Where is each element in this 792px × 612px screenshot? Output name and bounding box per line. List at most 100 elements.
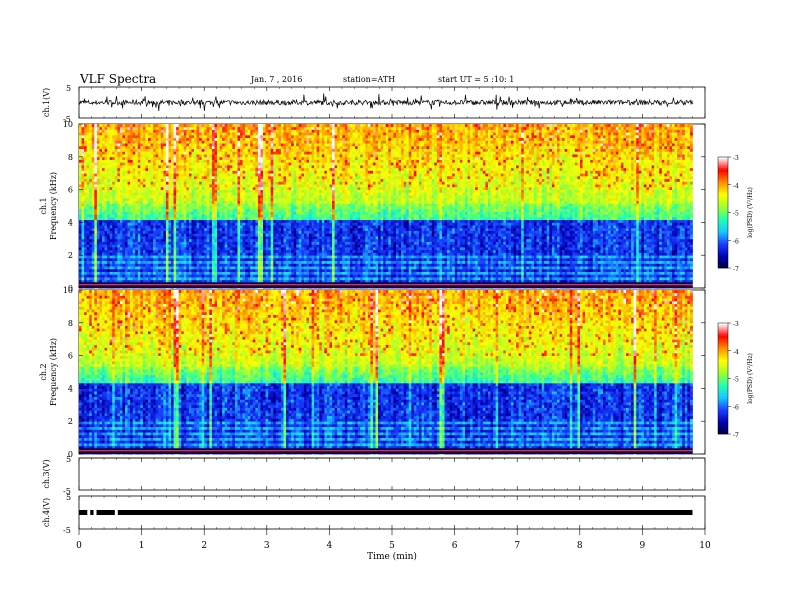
spectrogram-cell: [128, 168, 131, 171]
spectrogram-cell: [153, 217, 156, 220]
spectrogram-cell: [220, 154, 223, 157]
spectrogram-cell: [163, 250, 166, 253]
spectrogram-cell: [179, 217, 182, 220]
spectrogram-cell: [148, 135, 151, 138]
spectrogram-cell: [214, 176, 217, 179]
spectrogram-cell: [273, 252, 276, 255]
spectrogram-cell: [194, 170, 197, 173]
spectrogram-cell: [268, 127, 271, 130]
spectrogram-cell: [212, 239, 215, 242]
spectrogram-cell: [237, 201, 240, 204]
spectrogram-cell: [97, 261, 100, 264]
spectrogram-cell: [97, 129, 100, 132]
spectrogram-cell: [117, 154, 120, 157]
spectrogram-cell: [133, 192, 136, 195]
spectrogram-cell: [253, 187, 256, 190]
spectrogram-cell: [120, 157, 123, 160]
spectrogram-cell: [166, 140, 169, 143]
spectrogram-cell: [227, 143, 230, 146]
spectrogram-cell: [102, 195, 105, 198]
spectrogram-cell: [145, 143, 148, 146]
spectrogram-cell: [82, 162, 85, 165]
spectrogram-cell: [97, 173, 100, 176]
spectrogram-cell: [130, 198, 133, 201]
spectrogram-cell: [207, 217, 210, 220]
spectrogram-cell: [189, 135, 192, 138]
spectrogram-cell: [197, 206, 200, 209]
spectrogram-cell: [268, 228, 271, 231]
spectrogram-cell: [266, 263, 269, 266]
spectrogram-cell: [258, 261, 261, 264]
spectrogram-cell: [268, 124, 271, 127]
spectrogram-cell: [281, 239, 284, 242]
spectrogram-cell: [217, 132, 220, 135]
spectrogram-cell: [191, 250, 194, 253]
spectrogram-cell: [79, 225, 82, 228]
spectrogram-cell: [166, 201, 169, 204]
spectrogram-cell: [184, 184, 187, 187]
spectrogram-cell: [271, 250, 274, 253]
spectrogram-cell: [92, 127, 95, 130]
spectrogram-cell: [153, 203, 156, 206]
spectrogram-cell: [217, 250, 220, 253]
spectrogram-cell: [217, 176, 220, 179]
spectrogram-cell: [271, 201, 274, 204]
spectrogram-cell: [79, 201, 82, 204]
spectrogram-cell: [158, 203, 161, 206]
spectrogram-cell: [89, 255, 92, 258]
spectrogram-cell: [120, 247, 123, 250]
spectrogram-cell: [186, 239, 189, 242]
spectrogram-cell: [166, 127, 169, 130]
spectrogram-cell: [97, 160, 100, 163]
spectrogram-cell: [253, 274, 256, 277]
spectrogram-cell: [130, 228, 133, 231]
spectrogram-cell: [184, 255, 187, 258]
spectrogram-cell: [191, 190, 194, 193]
spectrogram-cells: [79, 124, 693, 288]
spectrogram-cell: [227, 154, 230, 157]
spectrogram-cell: [117, 187, 120, 190]
spectrogram-cell: [243, 247, 246, 250]
spectrogram-cell: [135, 209, 138, 212]
spectrogram-cell: [105, 176, 108, 179]
spectrogram-cell: [184, 209, 187, 212]
spectrogram-cell: [181, 184, 184, 187]
spectrogram-cell: [230, 261, 233, 264]
spectrogram-cell: [105, 157, 108, 160]
spectrogram-cell: [112, 236, 115, 239]
spectrogram-cell: [281, 252, 284, 255]
spectrogram-cell: [197, 217, 200, 220]
spectrogram-cell: [197, 250, 200, 253]
spectrogram-cell: [260, 198, 263, 201]
spectrogram-cell: [212, 214, 215, 217]
spectrogram-cell: [209, 211, 212, 214]
spectrogram-cell: [140, 157, 143, 160]
spectrogram-cell: [115, 222, 118, 225]
spectrogram-cell: [133, 250, 136, 253]
spectrogram-cell: [227, 263, 230, 266]
spectrogram-cell: [266, 220, 269, 223]
spectrogram-cell: [260, 239, 263, 242]
spectrogram-cell: [181, 151, 184, 154]
spectrogram-cell: [214, 269, 217, 272]
spectrogram-cell: [163, 239, 166, 242]
spectrogram-cell: [79, 143, 82, 146]
spectrogram-cell: [99, 129, 102, 132]
spectrogram-cell: [217, 247, 220, 250]
spectrogram-cell: [222, 217, 225, 220]
spectrogram-cell: [120, 244, 123, 247]
spectrogram-cell: [145, 236, 148, 239]
spectrogram-cell: [245, 154, 248, 157]
spectrogram-cell: [168, 239, 171, 242]
spectrogram-cell: [94, 211, 97, 214]
spectrogram-cell: [189, 261, 192, 264]
spectrogram-cell: [235, 239, 238, 242]
spectrogram-cell: [191, 211, 194, 214]
spectrogram-cell: [253, 222, 256, 225]
spectrogram-cell: [271, 203, 274, 206]
spectrogram-cell: [225, 181, 228, 184]
spectrogram-cell: [199, 239, 202, 242]
spectrogram-cell: [82, 165, 85, 168]
spectrogram-cell: [273, 173, 276, 176]
spectrogram-cell: [232, 157, 235, 160]
